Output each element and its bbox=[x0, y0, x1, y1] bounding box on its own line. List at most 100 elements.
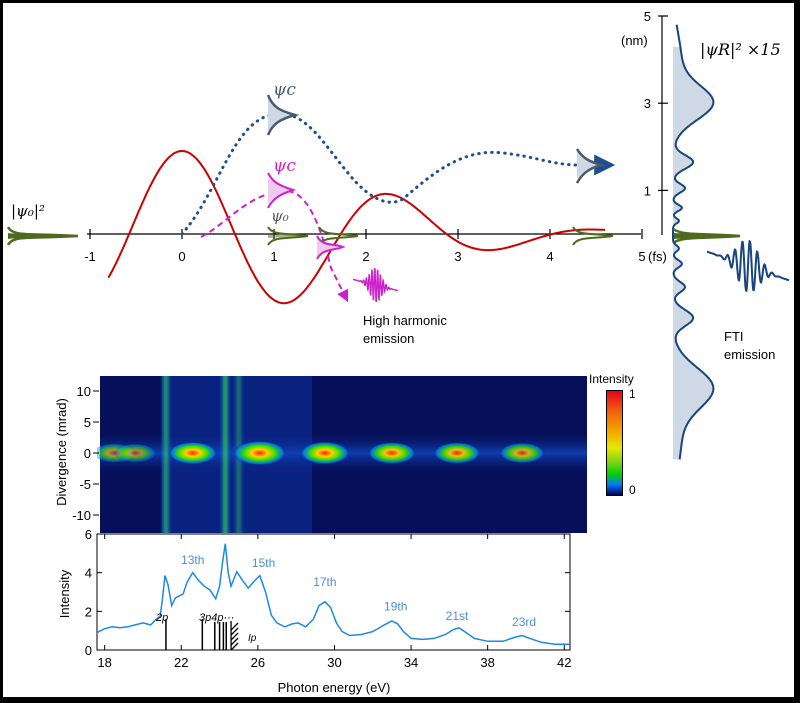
time-tick-label: 0 bbox=[178, 249, 185, 264]
time-unit-label: (fs) bbox=[648, 249, 667, 264]
ip-label: Ip bbox=[248, 633, 257, 644]
divergence-tick-label: -5 bbox=[79, 477, 91, 492]
harmonic-label: 19th bbox=[384, 599, 407, 613]
spectrum-y-label: Intensity bbox=[57, 569, 72, 618]
x-tick-label: 42 bbox=[557, 655, 571, 670]
hatch-line bbox=[230, 627, 239, 636]
psiR-fill-area bbox=[673, 46, 714, 234]
hhg-emission-label-1: High harmonic bbox=[363, 313, 447, 328]
bound-wavepacket-t1 bbox=[267, 226, 309, 246]
psi-c-lower-label: ψc bbox=[273, 156, 296, 176]
hatch-line bbox=[230, 622, 239, 631]
harmonic-label: 17th bbox=[313, 575, 336, 589]
divergence-axis-label: Divergence (mrad) bbox=[54, 398, 69, 506]
divergence-axis-ticks: 10 5 0 -5 -10 bbox=[72, 384, 99, 523]
colorbar-min-label: 0 bbox=[629, 483, 636, 497]
harmonic-label: 23rd bbox=[512, 615, 536, 629]
x-tick-label: 38 bbox=[480, 655, 494, 670]
x-tick-label: 18 bbox=[97, 655, 111, 670]
hhg-spot bbox=[498, 442, 546, 464]
harmonic-label: 21st bbox=[446, 609, 469, 623]
divergence-tick-label: 5 bbox=[84, 415, 91, 430]
psi0-sq-label: |ψ₀|² bbox=[11, 202, 45, 220]
x-tick-label: 22 bbox=[174, 655, 188, 670]
y-tick-label: 6 bbox=[85, 528, 92, 542]
hatch-line bbox=[230, 637, 239, 646]
x-tick-label: 26 bbox=[251, 655, 265, 670]
hhg-vertical-line bbox=[219, 376, 232, 533]
final-bound-wavepacket bbox=[672, 227, 741, 245]
hhg-divergence-image bbox=[97, 376, 587, 533]
resonance-label-2p: 2p bbox=[155, 612, 168, 624]
harmonic-order-labels: 13th 15th 17th 19th 21st 23rd bbox=[181, 553, 536, 629]
spectrum-y-ticks: 0 2 4 6 bbox=[85, 528, 570, 658]
psiR-distribution-curve bbox=[672, 24, 715, 234]
time-tick-label: 2 bbox=[362, 249, 369, 264]
psi0-label: ψ₀ bbox=[271, 207, 289, 225]
psiR-lower-half bbox=[672, 233, 715, 460]
time-tick-label: 1 bbox=[270, 249, 277, 264]
bound-wavepacket-t4-5 bbox=[572, 226, 614, 246]
hhg-spot bbox=[299, 441, 351, 465]
initial-wavepacket-psi0-sq bbox=[6, 226, 79, 246]
hhg-emission-label-2: emission bbox=[363, 331, 414, 346]
x-tick-label: 30 bbox=[327, 655, 341, 670]
colorbar-max-label: 1 bbox=[629, 387, 636, 401]
continuum-wavepacket-upper bbox=[266, 94, 300, 136]
time-tick-label: 3 bbox=[454, 249, 461, 264]
spectrum-plot-frame bbox=[96, 533, 571, 651]
fti-emission-burst-icon bbox=[706, 239, 790, 293]
harmonic-label: 13th bbox=[181, 553, 204, 567]
divergence-tick-label: 0 bbox=[84, 446, 91, 461]
wavepacket-diagram: -1 0 1 2 3 4 5 (fs) 1 3 5 (nm) |ψR|² ×15 |ψ₀|² ψ… bbox=[6, 9, 790, 362]
spectrum-line bbox=[96, 543, 570, 645]
fti-emission-label-2: emission bbox=[724, 347, 775, 362]
spectrum-x-label: Photon energy (eV) bbox=[278, 680, 391, 695]
hhg-harmonic-spots bbox=[97, 440, 546, 466]
hhg-spot bbox=[232, 440, 287, 466]
harmonic-label: 15th bbox=[252, 556, 275, 570]
hhg-spot bbox=[167, 441, 218, 465]
bound-wavepacket-t1-6 bbox=[318, 226, 359, 246]
space-tick-label: 5 bbox=[644, 9, 651, 24]
spectrum-x-ticks: 18 22 26 30 34 38 42 bbox=[97, 534, 571, 670]
hatch-line bbox=[230, 642, 239, 651]
time-tick-label: 4 bbox=[546, 249, 553, 264]
hhg-vertical-line bbox=[159, 376, 172, 533]
recollision-wavepacket-magenta bbox=[316, 235, 346, 260]
y-tick-label: 4 bbox=[85, 566, 92, 581]
y-tick-label: 0 bbox=[85, 643, 92, 658]
colorbar-title: Intensity bbox=[589, 372, 634, 386]
psi-c-upper-label: ψc bbox=[273, 80, 296, 100]
space-axis-ticks: 1 3 5 bbox=[644, 9, 668, 198]
hhg-spot bbox=[433, 442, 482, 464]
time-tick-label: 5 bbox=[638, 249, 645, 264]
laser-field-curve bbox=[107, 149, 606, 305]
high-harmonic-burst-icon bbox=[352, 267, 399, 303]
hhg-spot bbox=[367, 441, 417, 465]
divergence-tick-label: 10 bbox=[77, 384, 91, 399]
resonance-label-3p4p: 3p4p··· bbox=[199, 612, 234, 624]
x-tick-label: 34 bbox=[404, 655, 418, 670]
hhg-spectrum-chart: 18 22 26 30 34 38 42 0 2 4 6 13th 15th 17th 19th 21st… bbox=[57, 528, 571, 695]
fti-emission-label-1: FTI bbox=[724, 329, 744, 344]
hhg-image-axes: 10 5 0 -5 -10 Divergence (mrad) bbox=[54, 384, 99, 523]
psiR-label: |ψR|² ×15 bbox=[700, 40, 781, 59]
time-axis-ticks: -1 0 1 2 3 4 5 bbox=[84, 229, 646, 264]
space-tick-label: 3 bbox=[644, 96, 651, 111]
space-tick-label: 1 bbox=[644, 183, 651, 198]
resonance-lines bbox=[165, 619, 228, 650]
continuum-wavepacket-magenta bbox=[267, 172, 297, 209]
space-unit-label: (nm) bbox=[621, 33, 648, 48]
divergence-tick-label: -10 bbox=[72, 508, 91, 523]
hatch-line bbox=[230, 632, 239, 641]
ionization-potential-hatch bbox=[230, 621, 239, 651]
y-tick-label: 2 bbox=[85, 604, 92, 619]
colorbar bbox=[606, 390, 623, 496]
continuum-trajectory-dotted bbox=[180, 112, 616, 236]
time-tick-label: -1 bbox=[84, 249, 96, 264]
hhg-spot bbox=[113, 443, 157, 463]
continuum-wavepacket-final bbox=[575, 148, 606, 184]
